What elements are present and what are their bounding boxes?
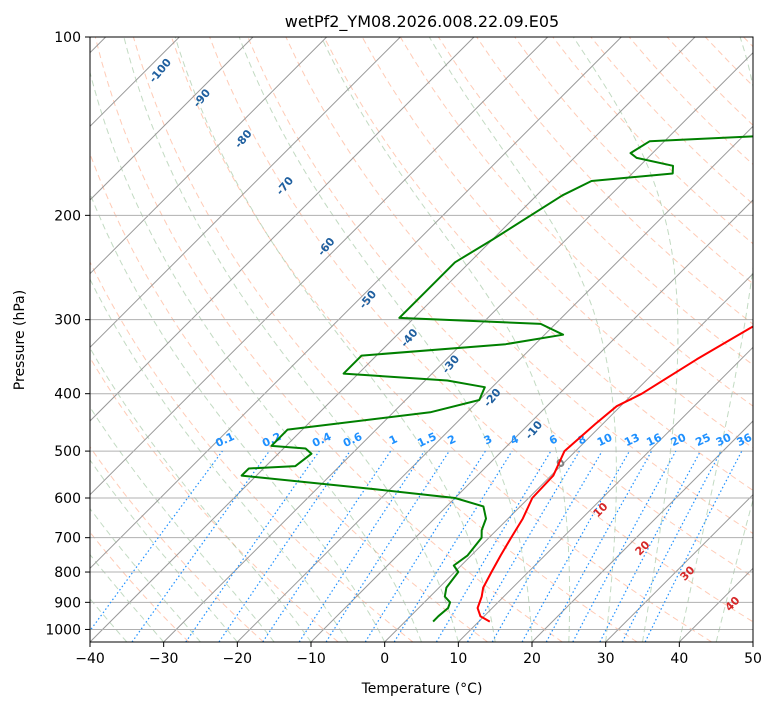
dry-adiabat-line (94, 37, 563, 642)
mixing-ratio-line (131, 450, 270, 642)
mixing-ratio-line (218, 450, 351, 642)
isotherm-line (384, 272, 753, 642)
moist-adiabat-line (90, 553, 165, 642)
isotherm-line (90, 37, 401, 349)
x-tick-label: 0 (380, 651, 389, 667)
x-tick-label: −10 (296, 651, 326, 667)
y-tick-label: 500 (54, 444, 81, 460)
moist-adiabat-line (90, 406, 275, 642)
mixing-ratio-line (262, 450, 392, 642)
mixing-ratio-label: 30 (714, 431, 734, 449)
y-tick-label: 1000 (45, 622, 81, 638)
mixing-ratio-line (545, 450, 653, 642)
profile-series (240, 135, 753, 623)
y-tick-label: 300 (54, 313, 81, 329)
moist-adiabat-line (715, 497, 753, 642)
dry-adiabat-line (247, 37, 753, 578)
x-tick-label: −20 (223, 651, 253, 667)
dry-adiabat-line (476, 37, 753, 325)
moist-adiabat-line (90, 70, 422, 642)
y-tick-label: 700 (54, 531, 81, 547)
background-lines (90, 37, 753, 642)
x-tick-label: 40 (670, 651, 688, 667)
moist-adiabat-line (90, 192, 386, 642)
mixing-ratio-line (90, 450, 223, 632)
x-tick-label: −40 (75, 651, 105, 667)
isotherm-line (90, 37, 475, 422)
dry-adiabat-line (90, 356, 339, 642)
isotherm-line (90, 37, 622, 570)
y-tick-label: 400 (54, 387, 81, 403)
mixing-ratio-label: 25 (693, 431, 712, 449)
mixing-ratio-label: 10 (595, 431, 615, 449)
y-tick-label: 100 (54, 30, 81, 46)
moist-adiabat-line (678, 37, 753, 642)
x-tick-label: 10 (449, 651, 467, 667)
x-tick-label: 30 (597, 651, 615, 667)
x-tick-label: −30 (149, 651, 179, 667)
mixing-ratio-line (572, 450, 677, 642)
dry-adiabat-line (209, 37, 753, 623)
temperature-profile-line (476, 325, 753, 623)
y-tick-label: 800 (54, 565, 81, 581)
moist-adiabat-line (238, 37, 533, 642)
x-tick-label: 50 (744, 651, 762, 667)
mixing-ratio-line (185, 450, 320, 642)
dry-adiabat-line (285, 37, 753, 535)
y-tick-label: 600 (54, 491, 81, 507)
dry-adiabat-line (171, 37, 712, 642)
mixing-ratio-line (644, 450, 743, 642)
moist-adiabat-line (90, 278, 349, 642)
dry-adiabat-line (323, 37, 753, 491)
isotherm-line (605, 493, 753, 642)
isotherm-line (531, 420, 753, 642)
mixing-ratio-line (298, 450, 425, 642)
isotherm-line (90, 37, 254, 201)
moist-adiabat-line (90, 598, 128, 642)
moist-adiabat-line (572, 37, 679, 642)
mixing-ratio-label: 36 (735, 431, 755, 449)
dry-adiabat-line (132, 37, 638, 642)
mixing-ratio-line (393, 450, 513, 642)
isotherm-line (90, 37, 549, 496)
isotherm-line (90, 37, 328, 275)
mixing-ratio-label: 13 (622, 431, 641, 449)
dry-adiabat-line (90, 446, 264, 642)
x-tick-label: 20 (523, 651, 541, 667)
mixing-ratio-line (521, 450, 631, 642)
y-axis: 100 200 300 400 500 600 700 800 900 1000 (45, 30, 90, 638)
dry-adiabat-line (514, 37, 753, 285)
isotherm-line (457, 346, 753, 642)
plot-frame (89, 36, 754, 643)
moist-adiabat-line (123, 37, 459, 642)
y-axis-label: Pressure (hPa) (12, 290, 28, 390)
moist-adiabat-line (320, 37, 571, 642)
moist-adiabat-line (90, 459, 238, 642)
plot-background (90, 37, 753, 642)
chart-title: wetPf2_YM08.2026.008.22.09.E05 (285, 12, 559, 32)
moist-adiabat-line (174, 37, 496, 642)
isotherm-line (310, 199, 753, 642)
mixing-ratio-label: 20 (669, 431, 689, 449)
isotherm-line (90, 37, 696, 642)
mixing-ratio-line (325, 450, 450, 642)
y-tick-label: 200 (54, 208, 81, 224)
x-axis-label: Temperature (°C) (361, 681, 483, 697)
moist-adiabat-line (90, 507, 201, 642)
dry-adiabat-line (90, 260, 414, 642)
dewpoint-profile-line (240, 135, 753, 623)
isotherm-line (752, 641, 753, 642)
isotherm-line (163, 51, 753, 642)
y-tick-label: 900 (54, 595, 81, 611)
moist-adiabat-line (428, 37, 617, 642)
mixing-ratio-label: 16 (644, 431, 664, 449)
x-axis: −40 −30 −20 −10 0 10 20 30 40 50 (75, 642, 762, 667)
